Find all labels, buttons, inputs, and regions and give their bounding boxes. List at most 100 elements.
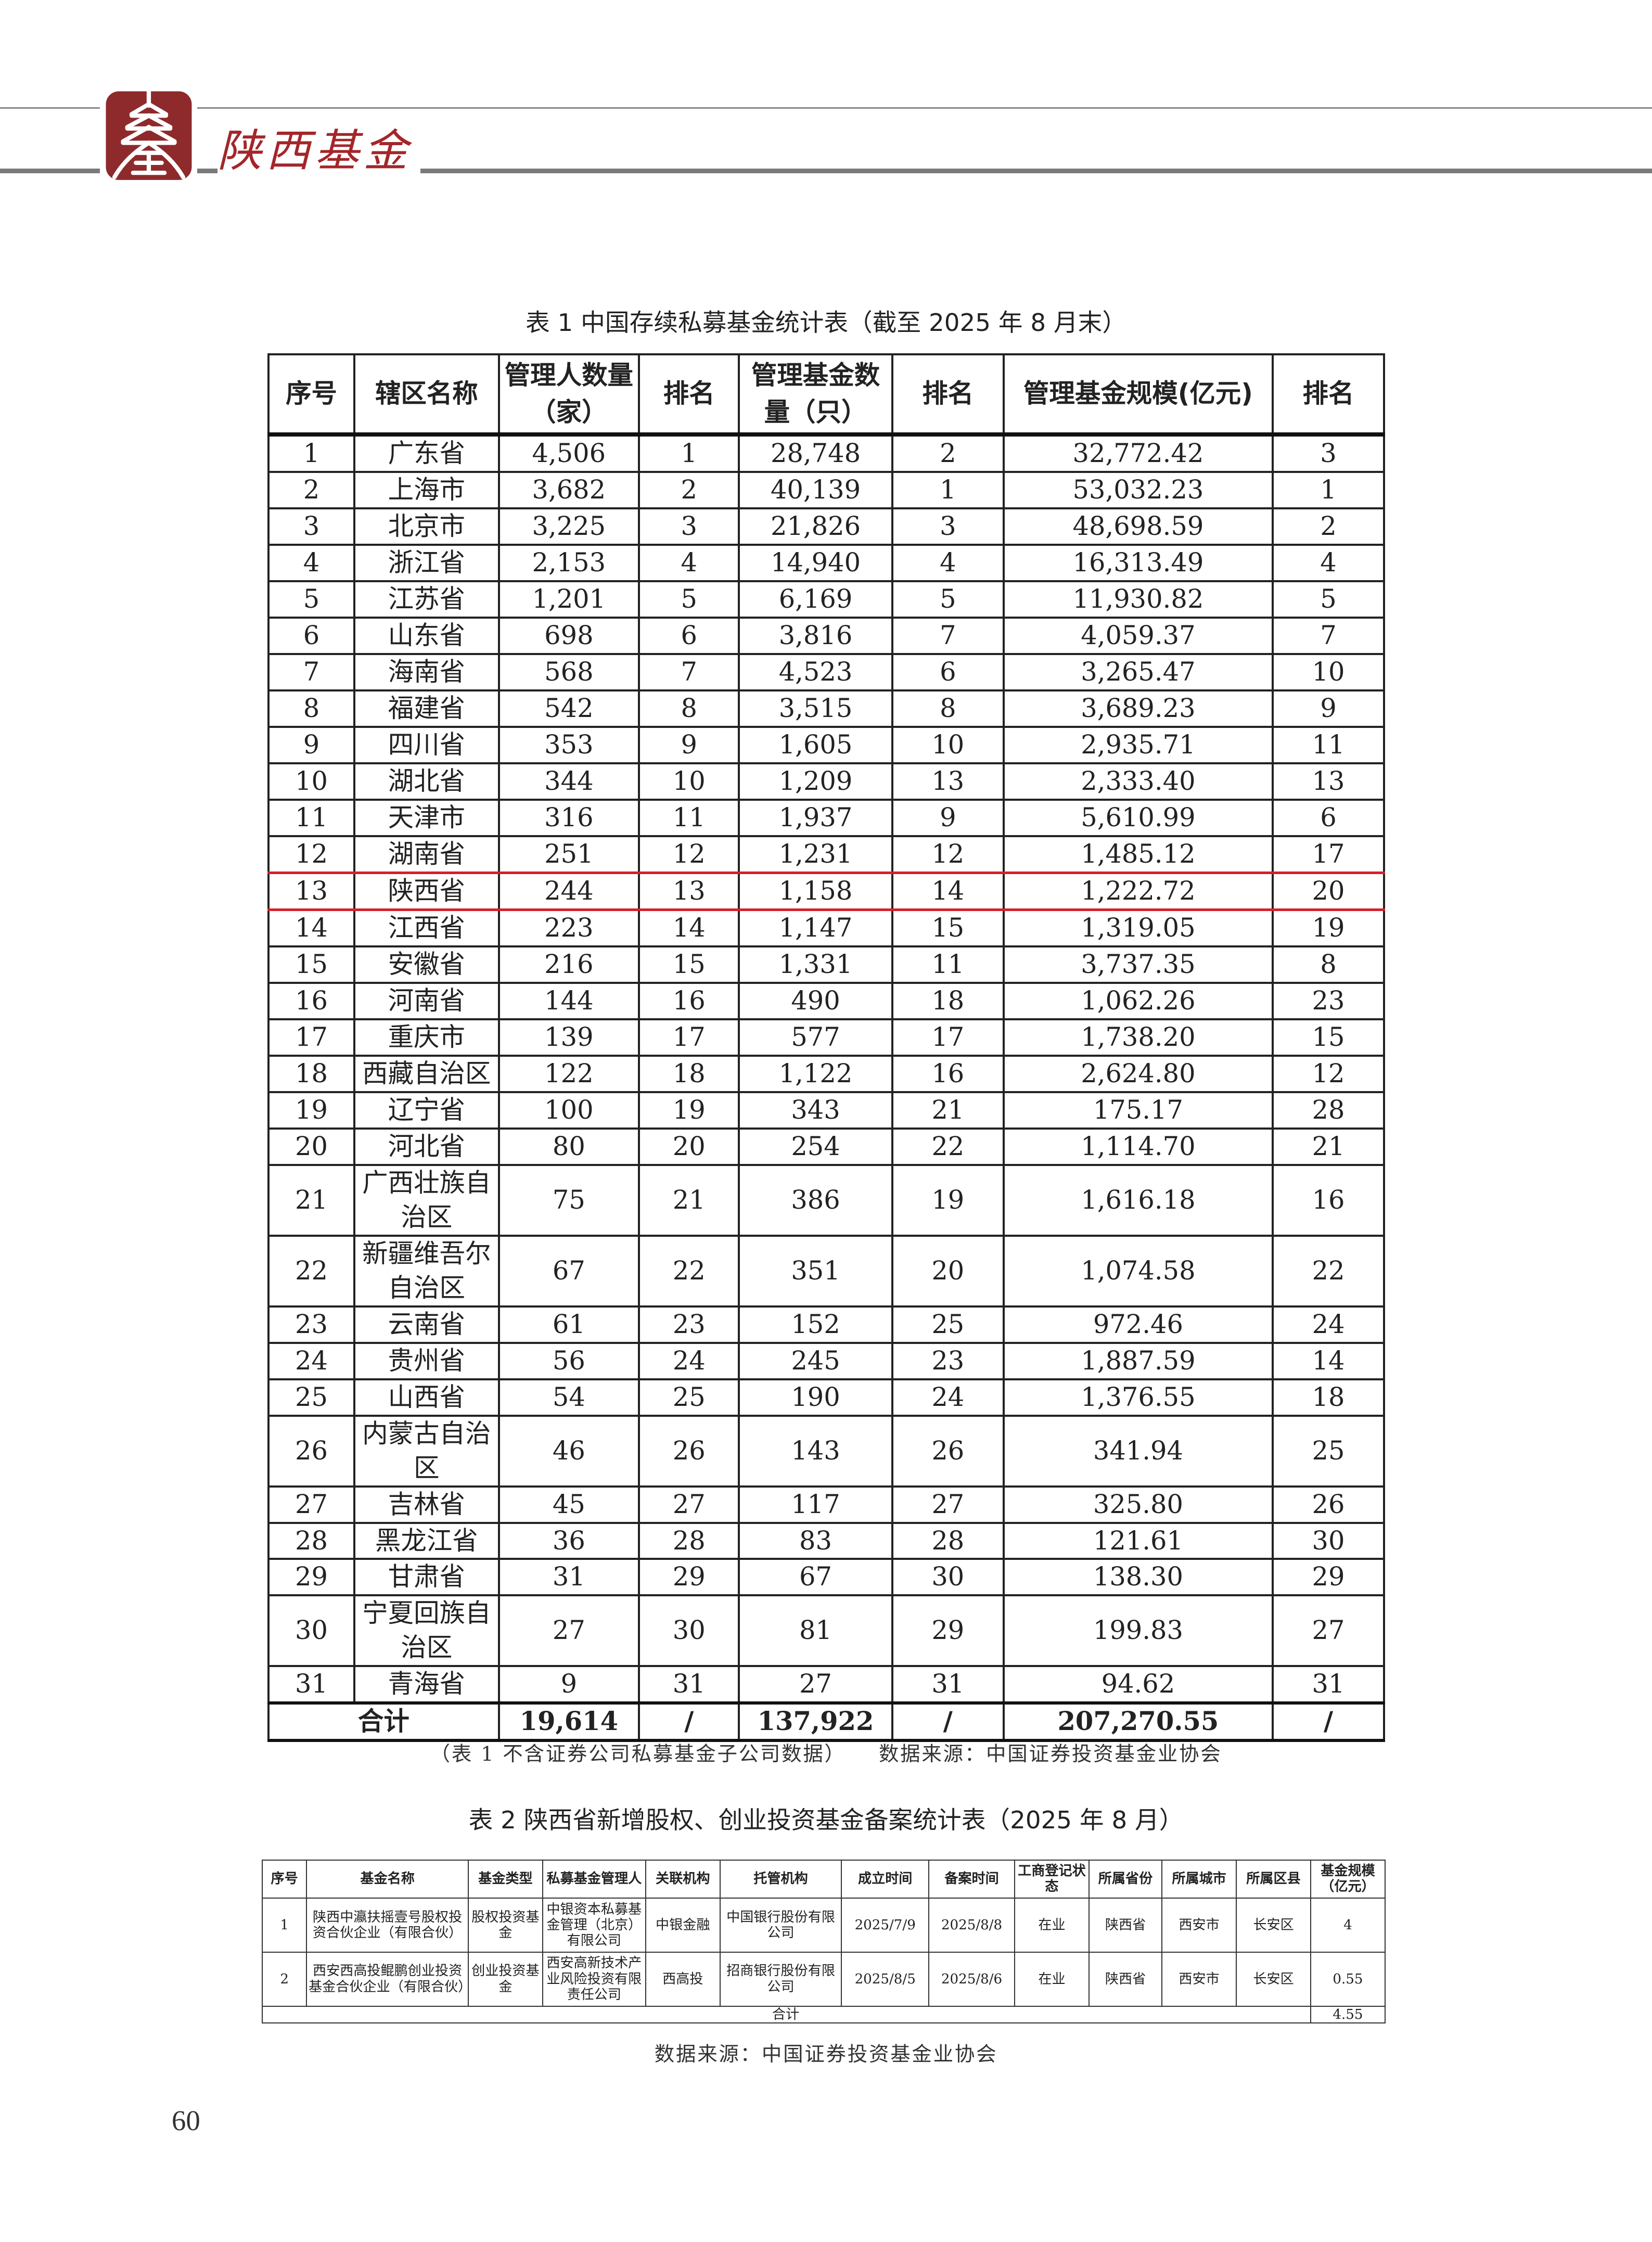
table-cell: 0.55 [1310, 1951, 1386, 2007]
table-cell: 西藏自治区 [353, 1054, 500, 1093]
table-cell: 28 [267, 1521, 355, 1560]
table-cell: 316 [497, 799, 641, 838]
pagoda-logo-icon [100, 88, 198, 183]
table-cell: 2,935.71 [1003, 726, 1274, 765]
table-cell: 972.46 [1003, 1305, 1274, 1344]
table-cell: 10 [267, 762, 355, 801]
table-cell: 16 [1271, 1163, 1386, 1237]
table-cell: 23 [1271, 981, 1386, 1020]
page-number: 60 [171, 2104, 200, 2136]
table-cell: 1,222.72 [1003, 872, 1274, 912]
table-cell: 青海省 [353, 1665, 500, 1705]
table-cell: 24 [1271, 1305, 1386, 1344]
table-cell: 16 [638, 981, 740, 1020]
table-cell: 490 [738, 981, 893, 1020]
table-row: 14 江西省 223 14 1,147 15 1,319.05 19 [267, 908, 1386, 947]
table-cell: 西安市 [1161, 1951, 1237, 2007]
table-cell: 在业 [1014, 1898, 1090, 1953]
table-cell: 48,698.59 [1003, 507, 1274, 546]
column-header: 所属区县 [1236, 1859, 1311, 1899]
table-cell: 创业投资基金 [467, 1951, 543, 2007]
table-cell: 11 [1271, 726, 1386, 765]
table-cell: 18 [891, 981, 1005, 1020]
table-cell: 9 [891, 799, 1005, 838]
table-row: 15 安徽省 216 15 1,331 11 3,737.35 8 [267, 945, 1386, 984]
table-cell: 1,319.05 [1003, 908, 1274, 947]
table-cell: 安徽省 [353, 945, 500, 984]
table-cell: 西安西高投鲲鹏创业投资基金合伙企业（有限合伙） [306, 1951, 471, 2007]
table-row: 1 陕西中瀛扶摇壹号股权投资合伙企业（有限合伙） 股权投资基金 中银资本私募基金管理（… [262, 1898, 1386, 1953]
table-total-row: 合计 4.55 [262, 2005, 1386, 2023]
table-cell: 1,122 [738, 1054, 893, 1093]
table-cell: 23 [891, 1341, 1005, 1380]
table-cell: 386 [738, 1163, 893, 1237]
table-cell: 23 [267, 1305, 355, 1344]
table-row: 5 江苏省 1,201 5 6,169 5 11,930.82 5 [267, 580, 1386, 619]
table-cell: 18 [267, 1054, 355, 1093]
table-cell: 甘肃省 [353, 1558, 500, 1597]
table-cell: 54 [497, 1378, 641, 1417]
table-cell: 56 [497, 1341, 641, 1380]
table-cell: 21 [267, 1163, 355, 1237]
table-row: 30 宁夏回族自治区 27 30 81 29 199.83 27 [267, 1594, 1386, 1668]
table-cell: 30 [638, 1594, 740, 1668]
table-cell: 542 [497, 689, 641, 728]
table-cell: 15 [267, 945, 355, 984]
table-cell: 14 [267, 908, 355, 947]
table-cell: 四川省 [353, 726, 500, 765]
table-cell: 22 [638, 1234, 740, 1308]
table-cell: 199.83 [1003, 1594, 1274, 1668]
table-cell: 13 [1271, 762, 1386, 801]
table-cell: 23 [638, 1305, 740, 1344]
table-cell: 陕西中瀛扶摇壹号股权投资合伙企业（有限合伙） [306, 1898, 469, 1953]
table-row: 12 湖南省 251 12 1,231 12 1,485.12 17 [267, 835, 1386, 874]
table-cell: 6,169 [738, 580, 893, 619]
table-cell: 10 [891, 726, 1005, 765]
table-cell: 1 [262, 1898, 308, 1953]
column-header: 排名 [891, 353, 1005, 437]
table-cell: 27 [738, 1665, 893, 1705]
table-cell: 8 [638, 689, 740, 728]
table-cell: 4,523 [738, 653, 893, 692]
table-cell: 26 [1271, 1485, 1386, 1524]
table-row-highlighted: 13 陕西省 244 13 1,158 14 1,222.72 20 [267, 872, 1386, 912]
table-cell: 辽宁省 [353, 1091, 500, 1130]
brand-logo-text: 陕西基金 [217, 114, 421, 179]
table-cell: 254 [738, 1127, 893, 1166]
table-row: 28 黑龙江省 36 28 83 28 121.61 30 [267, 1521, 1386, 1560]
table-cell: 18 [1271, 1378, 1386, 1417]
table-cell: 251 [497, 835, 641, 874]
table-cell: 长安区 [1236, 1951, 1311, 2007]
table-cell: 25 [638, 1378, 740, 1417]
table-cell: 53,032.23 [1003, 471, 1274, 510]
table-cell: 2,333.40 [1003, 762, 1274, 801]
table-cell: 7 [891, 617, 1005, 656]
table-cell: 14 [891, 872, 1005, 912]
table-cell: 13 [891, 762, 1005, 801]
table-cell: 3,515 [738, 689, 893, 728]
column-header: 关联机构 [645, 1859, 721, 1899]
table-cell: 6 [891, 653, 1005, 692]
table-cell: 16 [267, 981, 355, 1020]
table-cell: 27 [638, 1485, 740, 1524]
table-cell: 25 [267, 1378, 355, 1417]
table-cell: 20 [638, 1127, 740, 1166]
table-cell: 3,265.47 [1003, 653, 1274, 692]
table-row: 8 福建省 542 8 3,515 8 3,689.23 9 [267, 689, 1386, 728]
table-cell: 28,748 [738, 433, 893, 473]
table-cell: 26 [267, 1414, 355, 1488]
table-cell: 67 [738, 1558, 893, 1597]
table-cell: 14 [638, 908, 740, 947]
table-cell: 6 [1271, 799, 1386, 838]
column-header: 所属省份 [1088, 1859, 1163, 1899]
table-cell: 3 [891, 507, 1005, 546]
table-cell: 31 [497, 1558, 641, 1597]
table-cell: 西高投 [645, 1951, 721, 2007]
table-cell: 16,313.49 [1003, 544, 1274, 583]
table-cell: 8 [891, 689, 1005, 728]
table-cell: 天津市 [353, 799, 500, 838]
table-cell: 30 [891, 1558, 1005, 1597]
table-cell: 2 [267, 471, 355, 510]
table-cell: 1,062.26 [1003, 981, 1274, 1020]
table-cell: 17 [1271, 835, 1386, 874]
